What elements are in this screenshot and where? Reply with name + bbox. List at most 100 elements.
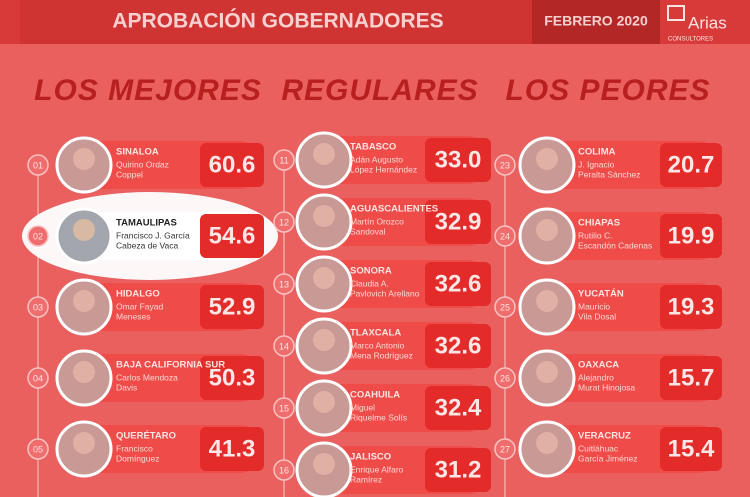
score: 32.6 (435, 270, 482, 297)
score: 33.0 (435, 146, 482, 173)
rank: 01 (33, 160, 43, 170)
score-box (425, 200, 491, 244)
governor-name: Cabeza de Vaca (116, 240, 178, 250)
score-box (425, 138, 491, 182)
score: 15.7 (668, 364, 715, 391)
rank-badge (273, 459, 295, 481)
brand-icon (667, 5, 685, 21)
governor-name: Quirino Ordaz (116, 159, 169, 169)
score-box (425, 448, 491, 492)
governor-name: Pavlovich Arellano (350, 288, 420, 298)
rank-badge (273, 149, 295, 171)
photo-head (536, 290, 558, 312)
score: 19.9 (668, 222, 715, 249)
photo-head (536, 361, 558, 383)
score: 54.6 (209, 222, 256, 249)
governor-name: García Jiménez (578, 453, 638, 463)
score-box (425, 386, 491, 430)
rank: 26 (500, 373, 510, 383)
governor-name: Cuitláhuac (578, 443, 619, 453)
score: 19.3 (668, 293, 715, 320)
rank-badge (494, 225, 516, 247)
rank: 15 (279, 403, 289, 413)
photo-head (536, 432, 558, 454)
state: BAJA CALIFORNIA SUR (116, 360, 225, 371)
header-title: APROBACIÓN GOBERNADORES (112, 9, 443, 33)
score-box (425, 324, 491, 368)
photo-head (73, 432, 95, 454)
governor-name: Mauricio (578, 301, 610, 311)
rank: 11 (279, 155, 288, 165)
rank-badge (273, 335, 295, 357)
rank: 04 (33, 373, 43, 383)
score-box (660, 143, 722, 187)
photo-head (73, 290, 95, 312)
state: TAMAULIPAS (116, 218, 177, 229)
governor-name: Francisco (116, 443, 153, 453)
governor-name: Marco Antonio (350, 340, 405, 350)
governor-name: Murat Hinojosa (578, 382, 635, 392)
state: AGUASCALIENTES (350, 204, 438, 215)
rank: 12 (279, 217, 289, 227)
state: COAHUILA (350, 390, 400, 401)
governor-name: Riquelme Solís (350, 412, 407, 422)
score-box (200, 143, 264, 187)
rank: 05 (33, 444, 43, 454)
rank-badge (494, 367, 516, 389)
photo-head (313, 329, 335, 351)
governor-name: Francisco J. García (116, 230, 190, 240)
score: 31.2 (435, 456, 482, 483)
score: 52.9 (209, 293, 256, 320)
state: SINALOA (116, 147, 159, 158)
rank-badge (494, 154, 516, 176)
score: 60.6 (209, 151, 256, 178)
rank: 13 (279, 279, 289, 289)
score: 20.7 (668, 151, 715, 178)
rank: 24 (500, 231, 510, 241)
brand: Arias (688, 13, 727, 32)
rank-badge (27, 154, 49, 176)
column-title: REGULARES (281, 74, 478, 107)
score-box (660, 427, 722, 471)
governor-name: Miguel (350, 402, 375, 412)
state: OAXACA (578, 360, 619, 371)
governor-name: Meneses (116, 311, 151, 321)
governor-name: J. Ignacio (578, 159, 615, 169)
score: 15.4 (668, 435, 715, 462)
governor-name: Ramírez (350, 474, 382, 484)
governor-name: Coppel (116, 169, 143, 179)
rank-badge (273, 397, 295, 419)
governor-name: Claudia A. (350, 278, 389, 288)
rank-badge (494, 296, 516, 318)
governor-name: Domínguez (116, 453, 159, 463)
state: CHIAPAS (578, 218, 620, 229)
photo-head (73, 148, 95, 170)
state: HIDALGO (116, 289, 160, 300)
governor-name: Enrique Alfaro (350, 464, 404, 474)
column-title: LOS MEJORES (34, 74, 262, 107)
score: 41.3 (209, 435, 256, 462)
rank: 16 (279, 465, 289, 475)
governor-name: Omar Fayad (116, 301, 164, 311)
photo-head (536, 148, 558, 170)
governor-name: Vila Dosal (578, 311, 616, 321)
score-box (200, 214, 264, 258)
date-box (532, 0, 660, 44)
photo-head (313, 267, 335, 289)
photo-head (73, 361, 95, 383)
state: VERACRUZ (578, 431, 631, 442)
state: SONORA (350, 266, 392, 277)
governor-name: Mena Rodríguez (350, 350, 413, 360)
governor-name: López Hernández (350, 164, 417, 174)
photo-head (73, 219, 95, 241)
score: 32.9 (435, 208, 482, 235)
state: COLIMA (578, 147, 616, 158)
brand-sub: CONSULTORES (668, 37, 713, 43)
score: 32.6 (435, 332, 482, 359)
score: 32.4 (435, 394, 482, 421)
rank-badge (27, 225, 49, 247)
state: JALISCO (350, 452, 391, 463)
state: YUCATÁN (578, 289, 624, 300)
rank: 27 (500, 444, 510, 454)
